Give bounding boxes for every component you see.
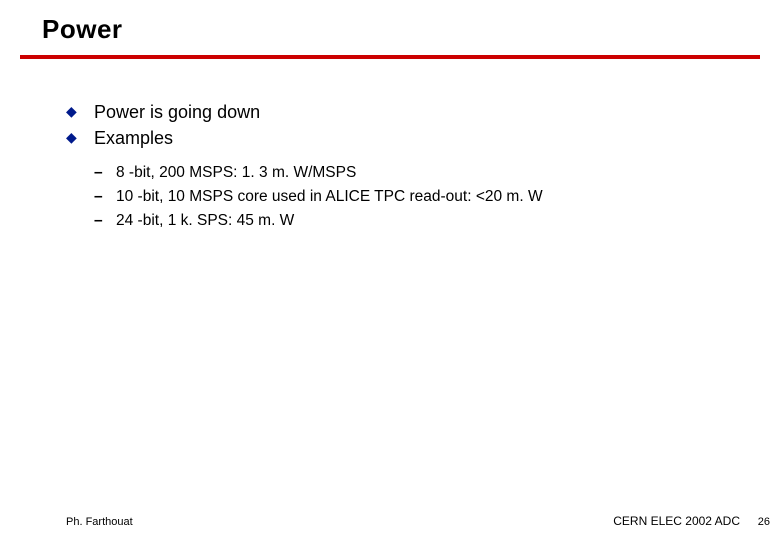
footer-author: Ph. Farthouat <box>66 516 133 528</box>
list-item: 8 -bit, 200 MSPS: 1. 3 m. W/MSPS <box>94 161 740 185</box>
body-area: Power is going down Examples 8 -bit, 200… <box>0 59 780 233</box>
list-item-text: 8 -bit, 200 MSPS: 1. 3 m. W/MSPS <box>116 164 356 181</box>
slide: Power Power is going down Examples 8 -bi… <box>0 0 780 540</box>
list-item-text: 10 -bit, 10 MSPS core used in ALICE TPC … <box>116 188 543 205</box>
list-item: Power is going down <box>66 99 740 125</box>
sub-bullet-list: 8 -bit, 200 MSPS: 1. 3 m. W/MSPS 10 -bit… <box>94 161 740 233</box>
list-item-text: Examples <box>94 128 173 148</box>
slide-title: Power <box>42 14 780 45</box>
list-item: 10 -bit, 10 MSPS core used in ALICE TPC … <box>94 185 740 209</box>
bullet-list: Power is going down Examples 8 -bit, 200… <box>66 99 740 233</box>
page-number: 26 <box>758 516 770 528</box>
list-item: Examples 8 -bit, 200 MSPS: 1. 3 m. W/MSP… <box>66 125 740 233</box>
title-area: Power <box>0 0 780 45</box>
footer-context: CERN ELEC 2002 ADC <box>613 514 740 528</box>
list-item-text: 24 -bit, 1 k. SPS: 45 m. W <box>116 212 294 229</box>
list-item: 24 -bit, 1 k. SPS: 45 m. W <box>94 209 740 233</box>
footer: Ph. Farthouat CERN ELEC 2002 ADC 26 <box>0 508 780 528</box>
list-item-text: Power is going down <box>94 102 260 122</box>
